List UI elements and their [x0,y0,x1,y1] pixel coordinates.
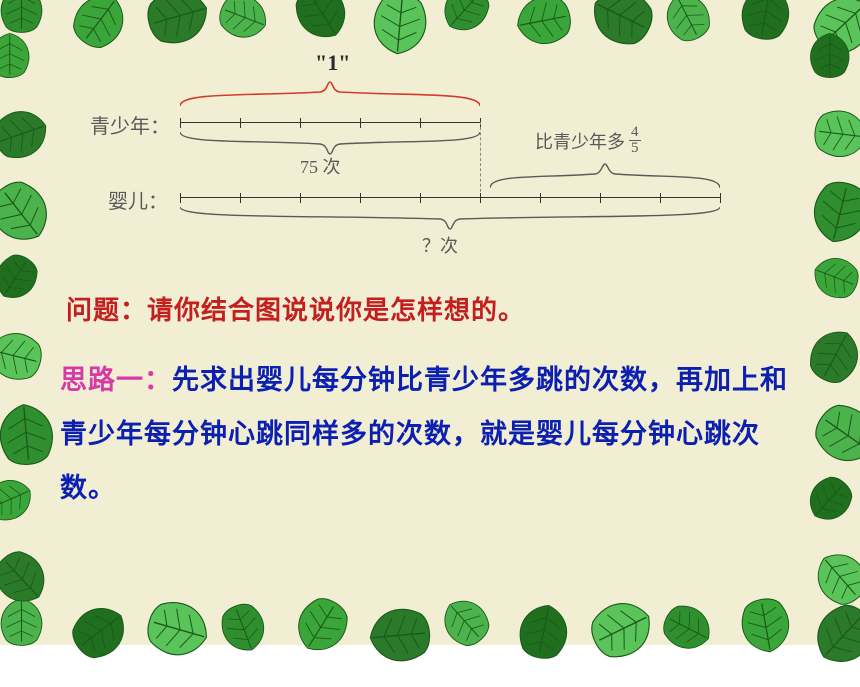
bar-teen [180,122,480,123]
tick [240,118,241,128]
row-label-baby: 婴儿： [108,185,168,214]
brace-question [180,207,720,233]
tick [360,193,361,203]
tick [300,118,301,128]
label-question-times: ？次 [422,232,458,258]
tick [360,118,361,128]
tick [420,193,421,203]
fraction-denominator: 5 [629,141,641,156]
tick [660,193,661,203]
row-label-teen: 青少年： [90,110,170,139]
tick [540,193,541,203]
bar-diagram: "1" 青少年： 75 次 比青少年多 4 5 婴儿： ？次 [60,40,800,270]
tick [480,193,481,203]
brace-top [180,78,480,108]
label-more-than: 比青少年多 4 5 [535,125,641,156]
bar-baby [180,197,720,198]
dashed-connector [480,122,481,197]
solution-label: 思路一： [60,365,172,395]
content-area: "1" 青少年： 75 次 比青少年多 4 5 婴儿： ？次 问题：请你结合图说… [60,40,800,605]
tick [300,193,301,203]
tick [600,193,601,203]
fraction-4-5: 4 5 [629,125,641,156]
fraction-numerator: 4 [629,125,641,141]
question-text: 问题：请你结合图说说你是怎样想的。 [66,290,800,327]
unit-one-label: "1" [315,50,350,76]
tick [420,118,421,128]
more-text-prefix: 比青少年多 [535,128,625,154]
tick [180,118,181,128]
tick [180,193,181,203]
solution-paragraph: 思路一：先求出婴儿每分钟比青少年多跳的次数，再加上和青少年每分钟心跳同样多的次数… [60,353,800,515]
label-75-times: 75 次 [300,153,341,179]
tick [240,193,241,203]
tick [720,193,721,203]
brace-extra [490,160,720,188]
